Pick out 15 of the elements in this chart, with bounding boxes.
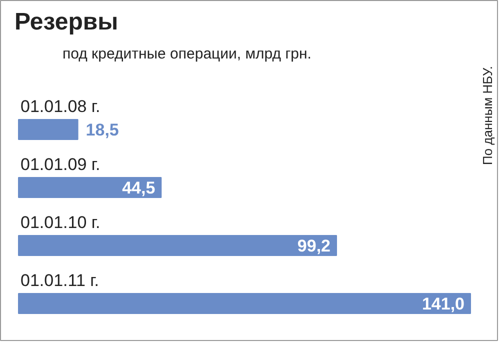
y-tick-label: 01.01.09 г. xyxy=(20,155,100,174)
bar xyxy=(18,119,78,140)
bar xyxy=(18,235,338,256)
data-label: 99,2 xyxy=(297,236,331,256)
bar xyxy=(18,293,471,314)
y-tick-label: 01.01.11 г. xyxy=(20,271,99,290)
data-label: 141,0 xyxy=(422,294,465,314)
y-tick-label: 01.01.08 г. xyxy=(20,97,100,116)
data-label: 18,5 xyxy=(86,120,119,140)
y-tick-label: 01.01.10 г. xyxy=(20,213,100,232)
chart-title: Резервы xyxy=(14,8,118,36)
text: По данным НБУ. xyxy=(480,66,495,166)
data-label: 44,5 xyxy=(122,178,156,198)
bar xyxy=(18,177,162,198)
chart-subtitle: под кредитные операции, млрд грн. xyxy=(62,46,312,62)
